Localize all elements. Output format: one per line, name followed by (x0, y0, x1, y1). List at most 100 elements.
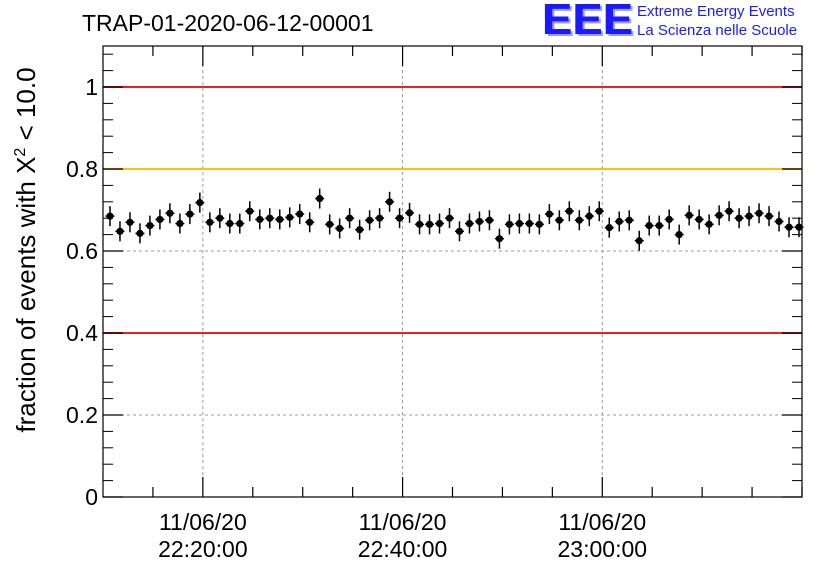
data-point (644, 215, 654, 236)
logo-line-2: La Scienza nelle Scuole (637, 22, 798, 39)
point-marker (775, 217, 783, 226)
point-marker (535, 220, 543, 228)
data-points (105, 188, 804, 251)
data-point (185, 204, 195, 225)
data-point (464, 213, 474, 234)
y-tick-label: 0 (85, 484, 98, 510)
point-marker (266, 214, 274, 222)
data-point (125, 212, 135, 233)
point-marker (515, 219, 524, 228)
point-marker (206, 218, 214, 226)
y-tick-labels: 0 0.2 0.4 0.6 0.8 1 (66, 74, 98, 510)
data-point (295, 204, 305, 225)
point-marker (555, 216, 563, 224)
point-marker (565, 207, 573, 215)
point-marker (166, 209, 174, 217)
data-point (215, 208, 225, 229)
x-tick-label-time: 23:00:00 (558, 536, 648, 562)
point-marker (246, 207, 254, 215)
point-marker (445, 214, 454, 222)
point-marker (605, 224, 613, 232)
point-marker (465, 219, 474, 228)
point-marker (126, 218, 134, 226)
data-point (195, 192, 205, 213)
data-point (774, 211, 784, 232)
point-marker (655, 221, 663, 230)
data-point (225, 213, 235, 234)
point-marker (146, 221, 154, 230)
point-marker (615, 217, 623, 226)
plot-frame (102, 45, 803, 498)
point-marker (685, 211, 693, 219)
point-marker (645, 221, 653, 230)
data-point (425, 214, 435, 235)
point-marker (495, 235, 504, 243)
data-point (205, 212, 215, 233)
data-point (494, 228, 504, 249)
data-point (235, 213, 245, 234)
eee-logo: EEE (543, 0, 635, 44)
point-marker (356, 226, 364, 234)
point-marker (256, 215, 264, 224)
data-point (744, 206, 754, 227)
axis-ticks (103, 46, 803, 498)
point-marker (405, 209, 414, 217)
data-point (634, 230, 644, 251)
data-point (415, 214, 425, 235)
x-tick-label-date: 11/06/20 (159, 509, 247, 535)
point-marker (156, 215, 164, 224)
data-point (385, 191, 395, 212)
data-point (614, 211, 624, 232)
point-marker (316, 194, 324, 203)
data-point (165, 203, 175, 224)
data-point (105, 206, 115, 227)
data-point (604, 217, 614, 238)
point-marker (376, 214, 384, 222)
data-point (355, 219, 365, 240)
data-point (375, 208, 385, 229)
data-point (115, 221, 125, 242)
point-marker (625, 216, 633, 224)
data-point (654, 215, 664, 236)
x-tick-label-time: 22:40:00 (358, 536, 448, 562)
point-marker (136, 229, 144, 237)
data-point (584, 206, 594, 227)
point-marker (336, 224, 344, 233)
point-marker (595, 207, 603, 215)
logo-caption: Extreme Energy Events La Scienza nelle S… (637, 2, 797, 40)
data-point (285, 207, 295, 228)
point-marker (435, 219, 444, 228)
point-marker (226, 219, 234, 228)
data-point (155, 209, 165, 230)
point-marker (455, 227, 464, 235)
y-tick-label: 1 (85, 74, 98, 100)
point-marker (116, 227, 124, 235)
data-point (694, 209, 704, 230)
data-point (265, 208, 275, 229)
y-axis-label: fraction of events with X2 < 10.0 (11, 67, 41, 432)
data-point (764, 206, 774, 227)
grid (103, 46, 802, 497)
y-tick-label: 0.2 (66, 402, 98, 428)
point-marker (725, 207, 733, 215)
point-marker (415, 220, 424, 228)
data-point (405, 202, 415, 223)
chart-title: TRAP-01-2020-06-12-00001 (82, 10, 374, 36)
point-marker (635, 237, 643, 245)
point-marker (326, 220, 334, 228)
data-point (664, 209, 674, 230)
data-point (564, 201, 574, 222)
point-marker (296, 210, 304, 218)
y-tick-label: 0.4 (66, 320, 98, 346)
data-point (335, 218, 345, 239)
point-marker (715, 211, 723, 219)
point-marker (236, 219, 244, 228)
data-point (594, 201, 604, 222)
point-marker (366, 216, 374, 224)
point-marker (795, 223, 803, 231)
point-marker (196, 199, 204, 207)
point-marker (385, 198, 394, 206)
data-point (255, 209, 265, 230)
data-point (784, 217, 794, 238)
